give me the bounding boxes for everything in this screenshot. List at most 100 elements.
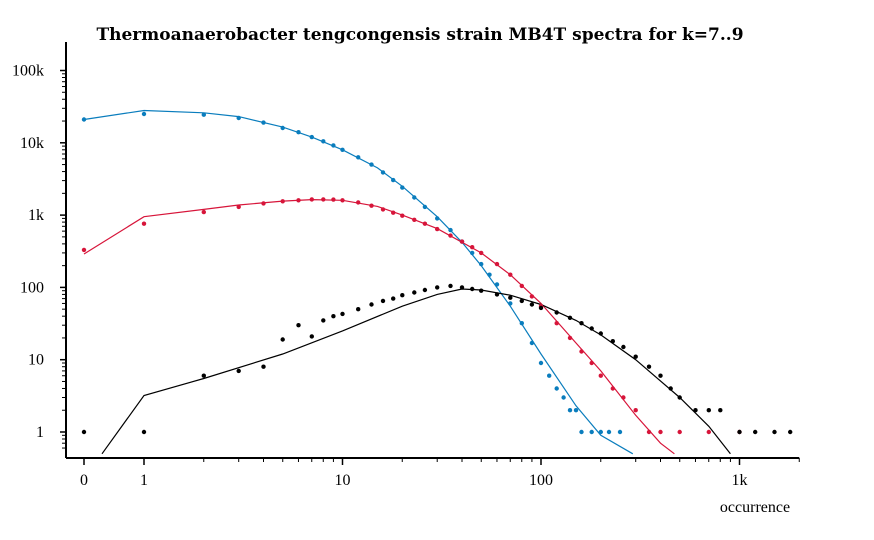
point-series-2 [356, 307, 361, 312]
point-series-1 [554, 321, 559, 326]
point-series-2 [141, 429, 147, 435]
point-series-1 [391, 210, 396, 215]
point-series-1 [296, 198, 301, 203]
point-series-0 [606, 429, 612, 435]
point-series-2 [567, 315, 573, 320]
y-tick-label: 1k [28, 207, 44, 224]
fit-line-1 [83, 198, 675, 455]
point-series-1 [435, 226, 440, 232]
point-series-0 [487, 272, 492, 277]
point-series-1 [598, 373, 603, 378]
point-series-2 [296, 323, 301, 328]
point-series-0 [573, 408, 579, 413]
point-series-0 [561, 395, 566, 400]
point-series-0 [494, 282, 500, 287]
point-series-1 [621, 395, 626, 400]
point-series-2 [508, 295, 513, 300]
point-series-2 [529, 302, 535, 307]
point-series-0 [422, 204, 428, 210]
point-series-2 [479, 288, 484, 293]
point-series-2 [321, 318, 326, 323]
point-series-0 [519, 321, 524, 326]
chart-title: Thermoanaerobacter tengcongensis strain … [96, 25, 743, 45]
data-points [81, 111, 793, 435]
point-series-1 [400, 213, 405, 218]
fit-lines [83, 109, 731, 455]
point-series-1 [646, 429, 652, 435]
point-series-0 [309, 134, 314, 140]
point-series-0 [391, 177, 396, 183]
point-series-2 [633, 354, 638, 359]
point-series-2 [236, 368, 241, 374]
point-series-1 [309, 197, 314, 202]
point-series-1 [519, 283, 524, 289]
x-tick-label: 1 [140, 472, 148, 489]
point-series-2 [621, 344, 626, 350]
point-series-2 [369, 302, 374, 307]
point-series-1 [470, 245, 475, 250]
point-series-0 [321, 139, 326, 144]
point-series-2 [589, 326, 594, 331]
point-series-0 [412, 195, 417, 200]
point-series-2 [459, 285, 465, 290]
point-series-1 [321, 197, 326, 202]
point-series-1 [508, 272, 513, 277]
point-series-1 [331, 197, 336, 202]
x-tick-label: 0 [80, 472, 88, 489]
point-series-2 [261, 364, 266, 369]
y-tick-label: 100k [12, 63, 44, 80]
point-series-0 [296, 130, 301, 135]
point-series-0 [340, 147, 345, 152]
point-series-2 [668, 386, 673, 391]
point-series-2 [470, 286, 475, 292]
point-series-1 [261, 201, 266, 206]
point-series-0 [236, 115, 241, 121]
point-series-0 [617, 429, 623, 435]
point-series-1 [201, 209, 206, 215]
fit-line-0 [83, 109, 634, 455]
point-series-1 [380, 207, 386, 212]
y-tick-label: 10k [20, 135, 44, 152]
point-series-0 [589, 429, 594, 435]
point-series-0 [201, 112, 206, 117]
point-series-1 [677, 429, 682, 435]
point-series-2 [737, 429, 742, 435]
point-series-0 [331, 143, 336, 148]
y-tick-label: 1 [36, 424, 44, 441]
point-series-1 [579, 349, 584, 354]
point-series-2 [280, 337, 285, 342]
point-series-2 [706, 408, 711, 413]
point-series-0 [538, 360, 544, 366]
point-series-1 [369, 203, 374, 208]
point-series-1 [236, 204, 241, 210]
point-series-2 [380, 298, 386, 304]
point-series-2 [391, 296, 396, 301]
point-series-1 [479, 250, 484, 256]
point-series-2 [201, 373, 206, 378]
point-series-2 [658, 373, 663, 378]
point-series-0 [554, 386, 559, 391]
point-series-1 [141, 221, 147, 226]
point-series-0 [261, 120, 266, 125]
point-series-2 [309, 334, 314, 339]
point-series-0 [81, 117, 87, 122]
point-series-2 [718, 408, 723, 413]
point-series-1 [448, 233, 453, 238]
point-series-0 [547, 373, 552, 378]
point-series-1 [356, 200, 361, 205]
point-series-1 [81, 247, 87, 253]
point-series-2 [610, 339, 615, 344]
point-series-2 [753, 429, 758, 435]
point-series-2 [677, 395, 682, 400]
point-series-1 [280, 199, 285, 204]
point-series-1 [658, 429, 663, 435]
point-series-0 [470, 250, 475, 256]
point-series-1 [459, 239, 465, 244]
point-series-2 [693, 408, 698, 413]
point-series-1 [412, 217, 417, 222]
point-series-1 [706, 429, 711, 435]
point-series-2 [598, 331, 603, 336]
point-series-0 [356, 155, 361, 160]
fit-line-2 [101, 288, 731, 455]
